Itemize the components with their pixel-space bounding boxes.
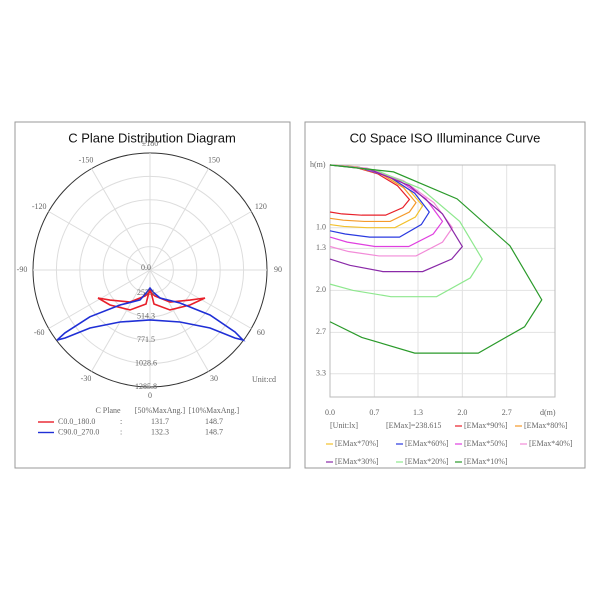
plot-frame [329,164,556,398]
legend-label: [EMax*90%] [464,421,508,430]
iso-curve [329,164,543,354]
legend-separator: : [120,417,122,426]
legend-name: C90.0_270.0 [58,427,99,436]
legend-header: [10%MaxAng.] [189,406,240,415]
grid-spoke [91,168,151,271]
x-tick-label: 1.3 [413,408,423,417]
legend-label: [EMax*60%] [405,439,449,448]
grid-spoke [91,269,151,372]
iso-curve [329,164,411,216]
legend-label: [EMax*10%] [464,457,508,466]
y-tick-label: 3.3 [316,369,326,378]
angle-tick-label: -60 [34,328,45,337]
angle-tick-label: 150 [208,156,220,165]
angle-tick-label: -150 [79,156,94,165]
iso-curve [329,164,464,273]
legend-label: [EMax*20%] [405,457,449,466]
angle-tick-label: 0 [148,391,152,400]
iso-curve [329,164,483,298]
left-panel [14,121,291,469]
y-axis-label: h(m) [310,160,326,169]
legend-label: [EMax*70%] [335,439,379,448]
legend-header: [50%MaxAng.] [135,406,186,415]
r-tick-label: 1028.6 [135,358,157,367]
angle-tick-label: 30 [210,374,218,383]
r-tick-label: 257.1 [137,288,155,297]
unit-label: Unit:cd [252,375,276,384]
y-tick-label: 2.7 [316,327,326,336]
angle-tick-label: -30 [81,374,92,383]
grid-spoke [149,269,209,372]
legend-name: C0.0_180.0 [58,417,95,426]
beam-angle: 148.7 [205,417,223,426]
angle-tick-label: 60 [257,328,265,337]
beam-angle: 132.3 [151,427,169,436]
legend-label: [EMax*50%] [464,439,508,448]
angle-tick-label: -120 [32,202,47,211]
y-tick-label: 1.3 [316,243,326,252]
legend-header: C Plane [95,406,121,415]
legend-label: [EMax*30%] [335,457,379,466]
r-tick-label: 1285.8 [135,382,157,391]
legend-separator: : [120,427,122,436]
x-tick-label: 0.7 [369,408,379,417]
legend-label: [EMax*80%] [524,421,568,430]
y-tick-label: 1.0 [316,223,326,232]
angle-tick-label: 120 [255,202,267,211]
y-tick-label: 2.0 [316,285,326,294]
legend-label: [EMax*40%] [529,439,573,448]
beam-angle: 131.7 [151,417,169,426]
unit-label: [Unit:lx] [330,421,358,430]
x-tick-label: 0.0 [325,408,335,417]
polar-title: C Plane Distribution Diagram [68,130,236,145]
angle-tick-label: ±180 [142,139,158,148]
emax-label: [EMax]=238.615 [386,421,441,430]
angle-tick-label: 90 [274,265,282,274]
grid-spoke [48,211,151,271]
x-tick-label: 2.7 [502,408,512,417]
angle-tick-label: -90 [17,265,28,274]
r-tick-label: 514.3 [137,312,155,321]
x-tick-label: 2.0 [457,408,467,417]
right-panel [304,121,586,469]
grid-spoke [149,168,209,271]
grid-spoke [149,211,252,271]
iso-curve [329,164,424,229]
r-tick-label: 0.0 [141,263,151,272]
iso-title: C0 Space ISO Illuminance Curve [350,130,541,145]
r-tick-label: 771.5 [137,335,155,344]
x-axis-label: d(m) [540,408,556,417]
beam-angle: 148.7 [205,427,223,436]
iso-curve [329,164,417,223]
intensity-curve [56,286,246,342]
